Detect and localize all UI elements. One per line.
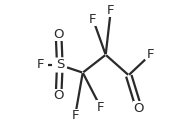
Text: O: O [134,102,144,115]
Text: F: F [146,48,154,61]
Text: F: F [89,13,97,26]
Text: O: O [53,89,64,102]
Text: F: F [37,58,45,72]
Text: F: F [97,100,104,113]
Text: O: O [53,28,64,41]
Text: S: S [56,58,64,72]
Text: F: F [71,109,79,122]
Text: F: F [107,4,115,17]
